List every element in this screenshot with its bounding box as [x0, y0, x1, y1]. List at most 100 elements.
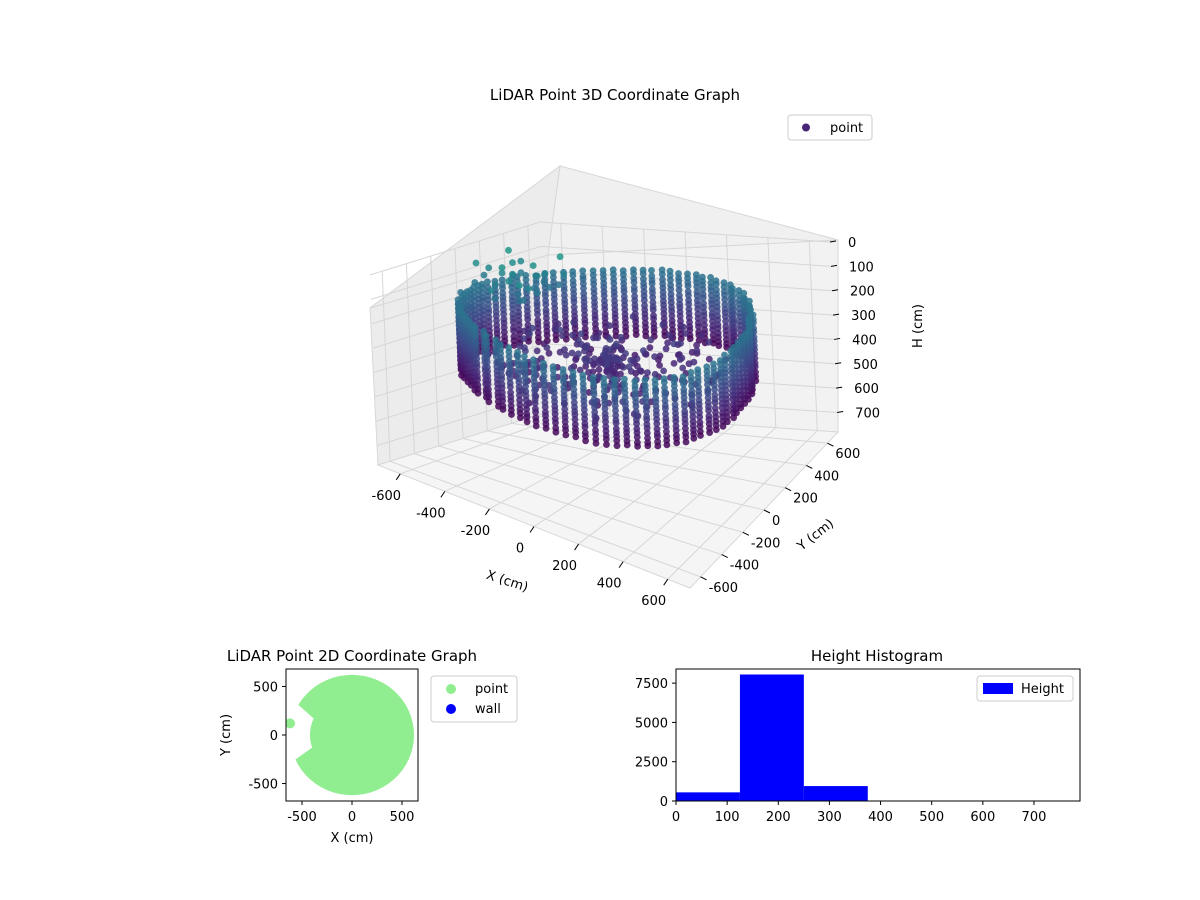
point-3d: [577, 330, 585, 338]
point-3d: [682, 330, 689, 337]
point-3d: [705, 338, 713, 346]
x-tick-label-histogram: 100: [715, 810, 740, 825]
point-3d: [524, 316, 532, 323]
point-3d: [570, 298, 578, 306]
chart-histogram: Height Histogram 0 100 200 300 400 500 600 700 …: [635, 647, 1081, 825]
point-cloud-2d: [295, 674, 414, 796]
point-3d: [556, 253, 564, 261]
point-3d: [709, 317, 716, 325]
grid-line-z: [370, 245, 832, 300]
point-3d: [552, 428, 560, 436]
point-3d: [650, 315, 657, 323]
point-3d: [505, 353, 513, 360]
point-3d: [684, 282, 692, 290]
point-3d: [519, 296, 527, 304]
point-3d: [721, 351, 728, 359]
point-3d: [653, 420, 661, 428]
point-3d: [570, 394, 578, 401]
point-3d: [707, 274, 714, 281]
point-3d: [485, 318, 493, 325]
x-tick-3d: [663, 578, 669, 586]
y-tick-label-3d: 200: [793, 492, 818, 507]
point-2d-outlier: [286, 718, 295, 729]
point-3d: [562, 326, 570, 333]
point-3d: [508, 283, 516, 291]
point-3d: [581, 306, 588, 314]
point-3d: [533, 347, 541, 355]
point-3d: [665, 331, 673, 339]
point-3d: [559, 370, 567, 377]
point-3d: [697, 432, 704, 439]
grid-line-y: [430, 256, 743, 533]
point-3d: [701, 321, 708, 329]
point-3d: [600, 383, 608, 390]
x-tick-3d: [574, 543, 579, 551]
point-3d: [730, 319, 738, 327]
point-3d: [619, 363, 627, 371]
y-tick-3d: [827, 442, 834, 447]
point-3d: [682, 438, 690, 446]
point-3d: [604, 354, 611, 362]
z-tick-3d: [834, 337, 841, 340]
legend-histogram: Height: [976, 675, 1074, 702]
point-3d: [491, 295, 499, 302]
histogram-bar: [739, 674, 804, 801]
point-3d: [658, 270, 666, 278]
legend-histogram-swatch: [983, 683, 1013, 694]
y-tick-label-3d: -400: [730, 559, 760, 574]
point-3d: [568, 349, 576, 357]
point-3d: [648, 280, 656, 287]
point-3d: [550, 274, 557, 281]
point-3d: [632, 331, 640, 338]
point-3d: [730, 409, 737, 417]
histogram-bars: [676, 674, 1060, 801]
point-3d: [516, 282, 523, 289]
point-3d: [670, 360, 678, 367]
point-3d: [541, 270, 549, 278]
x-tick-label-3d: 400: [597, 577, 622, 592]
point-3d: [678, 354, 686, 362]
point-3d: [505, 277, 513, 285]
point-3d: [705, 355, 713, 363]
point-3d: [546, 283, 553, 291]
legend-2d-wall-label: wall: [475, 702, 501, 717]
x-axis-2d: -500 0 500: [287, 801, 414, 825]
point-3d: [507, 397, 515, 405]
z-tick-label-3d: 100: [849, 260, 874, 275]
point-3d: [686, 335, 694, 343]
point-3d: [474, 389, 482, 397]
point-3d: [595, 360, 603, 367]
point-3d: [651, 370, 659, 378]
point-3d: [508, 288, 516, 296]
x-tick-label-histogram: 200: [766, 810, 791, 825]
z-tick-label-3d: 300: [851, 309, 876, 324]
z-tick-label-3d: 0: [848, 236, 856, 251]
point-3d: [540, 278, 548, 286]
point-3d: [591, 421, 599, 429]
point-3d: [660, 367, 667, 375]
point-3d: [681, 402, 688, 410]
point-3d: [542, 425, 550, 432]
x-tick-label-histogram: 400: [868, 810, 893, 825]
point-3d: [712, 280, 720, 288]
grid-line-y: [381, 271, 701, 578]
point-3d: [652, 389, 659, 397]
point-3d: [497, 357, 505, 365]
y-tick-3d: [784, 487, 792, 492]
legend-2d-wall-marker: [446, 704, 456, 714]
point-3d: [526, 330, 533, 338]
point-3d: [642, 332, 650, 340]
point-3d: [634, 443, 641, 450]
point-3d: [617, 370, 624, 378]
chart-2d-title: LiDAR Point 2D Coordinate Graph: [227, 647, 477, 665]
point-3d: [534, 311, 541, 318]
point-3d: [601, 305, 609, 313]
point-3d: [663, 441, 671, 449]
point-3d: [630, 287, 638, 295]
point-3d: [647, 336, 655, 344]
point-3d: [514, 352, 522, 360]
point-3d: [660, 378, 668, 386]
point-3d: [682, 433, 690, 441]
point-3d: [532, 422, 540, 430]
point-3d: [549, 366, 557, 374]
